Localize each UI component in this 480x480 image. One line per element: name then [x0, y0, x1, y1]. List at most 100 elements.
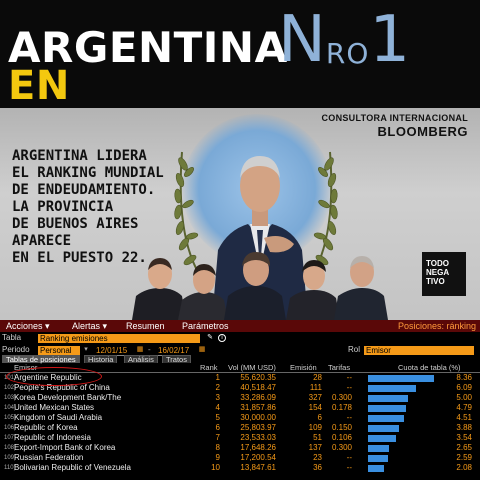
col-vol[interactable]: Vol (MM USD) [228, 363, 276, 372]
consultora-line1: CONSULTORA INTERNACIONAL [321, 113, 468, 123]
calendar-icon[interactable]: ▦ [198, 346, 206, 353]
rank-value: 4 [215, 403, 220, 412]
row-number: 102) [4, 385, 17, 391]
headline-argentina: ARGENTINA [8, 23, 288, 72]
officials-group-portrait [132, 252, 388, 320]
volume-value: 55,620.35 [240, 373, 276, 382]
terminal-menu-bar: Acciones ▾ Alertas ▾ Resumen Parámetros … [0, 320, 480, 332]
table-row[interactable]: 106) Republic of Korea 6 25,803.97 109 0… [0, 423, 480, 433]
emission-count: 36 [313, 463, 322, 472]
volume-value: 31,857.86 [240, 403, 276, 412]
lead-line: LA PROVINCIA [12, 199, 114, 215]
table-row[interactable]: 104) United Mexican States 4 31,857.86 1… [0, 403, 480, 413]
rank-value: 5 [215, 413, 220, 422]
issuer-name[interactable]: Republic of Indonesia [14, 433, 91, 442]
issuer-name[interactable]: United Mexican States [14, 403, 95, 412]
issuer-name[interactable]: Kingdom of Saudi Arabia [14, 413, 103, 422]
rol-field[interactable]: Emisor [364, 346, 474, 355]
row-number: 110) [4, 465, 16, 471]
issuer-name[interactable]: Bolivarian Republic of Venezuela [14, 463, 131, 472]
rank-value: 10 [211, 463, 220, 472]
tab-historia[interactable]: Historia [84, 355, 118, 364]
row-number: 107) [4, 435, 17, 441]
emission-count: 111 [309, 383, 322, 392]
fee-value: 0.150 [331, 423, 352, 432]
issuer-name[interactable]: Republic of Korea [14, 423, 78, 432]
share-bar [368, 464, 385, 472]
badge-line: TIVO [426, 277, 445, 286]
lead-line: ARGENTINA LIDERA [12, 148, 147, 164]
lead-line: DE ENDEUDAMIENTO. [12, 182, 156, 198]
fee-value: -- [346, 413, 352, 422]
table-row[interactable]: 107) Republic of Indonesia 7 23,533.03 5… [0, 433, 480, 443]
consultora-line2: BLOOMBERG [377, 124, 468, 139]
lead-line: DE BUENOS AIRES [12, 216, 139, 232]
emission-count: 137 [308, 443, 322, 452]
menu-parametros[interactable]: Parámetros [182, 321, 229, 331]
menu-alertas[interactable]: Alertas ▾ [72, 321, 108, 331]
share-percent: 2.65 [456, 443, 472, 452]
table-row[interactable]: 102) People's Republic of China 2 40,518… [0, 383, 480, 393]
issuer-name[interactable]: Export-Import Bank of Korea [14, 443, 116, 452]
lead-paragraph: ARGENTINA LIDERA EL RANKING MUNDIAL DE E… [12, 148, 212, 267]
tab-tablas-de-posiciones[interactable]: Tablas de posiciones [2, 355, 80, 364]
table-row[interactable]: 103) Korea Development Bank/The 3 33,286… [0, 393, 480, 403]
row-number: 106) [4, 425, 17, 431]
col-cuota[interactable]: Cuota de tabla (%) [398, 363, 461, 372]
todo-negativo-badge: TODO NEGA TIVO [422, 252, 466, 296]
share-percent: 2.08 [456, 463, 472, 472]
menu-acciones[interactable]: Acciones ▾ [6, 321, 50, 331]
row-number: 109) [4, 455, 17, 461]
table-row[interactable]: 110) Bolivarian Republic of Venezuela 10… [0, 463, 480, 473]
col-emisor[interactable]: Emisor [14, 363, 38, 372]
fee-value: 0.300 [331, 443, 352, 452]
table-row[interactable]: 105) Kingdom of Saudi Arabia 5 30,000.00… [0, 413, 480, 423]
calendar-icon[interactable]: ▦ [136, 346, 144, 353]
volume-value: 17,200.54 [240, 453, 276, 462]
info-icon[interactable]: i [218, 334, 226, 342]
emission-count: 109 [308, 423, 322, 432]
col-rank[interactable]: Rank [200, 363, 218, 372]
fee-value: -- [346, 463, 352, 472]
table-row[interactable]: 109) Russian Federation 9 17,200.54 23 -… [0, 453, 480, 463]
col-tarifas[interactable]: Tarifas [328, 363, 351, 372]
headline-banner: ARGENTINA NRO1 EN ENDEUDAMIENTO [0, 0, 480, 152]
dropdown-arrow-icon[interactable]: ▾ [84, 346, 88, 353]
volume-value: 25,803.97 [240, 423, 276, 432]
share-percent: 6.09 [456, 383, 472, 392]
lead-line: EN EL PUESTO 22. [12, 250, 147, 266]
edit-icon[interactable]: ✎ [207, 334, 213, 341]
periodo-label: Periodo [2, 345, 30, 354]
table-row[interactable]: 108) Export-Import Bank of Korea 8 17,64… [0, 443, 480, 453]
volume-value: 40,518.47 [240, 383, 276, 392]
issuer-name[interactable]: Russian Federation [14, 453, 84, 462]
emission-count: 51 [313, 433, 322, 442]
share-bar [368, 434, 396, 442]
fee-value: -- [346, 383, 352, 392]
menu-resumen[interactable]: Resumen [126, 321, 165, 331]
tabla-field[interactable]: Ranking emisiones [38, 334, 200, 343]
fee-value: -- [346, 373, 352, 382]
share-percent: 8.36 [456, 373, 472, 382]
tab-tratos[interactable]: Tratos [162, 355, 191, 364]
consultora-label: CONSULTORA INTERNACIONAL BLOOMBERG [321, 112, 468, 140]
issuer-name[interactable]: People's Republic of China [14, 383, 110, 392]
col-emision[interactable]: Emisión [290, 363, 317, 372]
rank-value: 9 [215, 453, 220, 462]
tab-analisis[interactable]: Análisis [124, 355, 158, 364]
rank-value: 6 [215, 423, 220, 432]
emission-count: 28 [313, 373, 322, 382]
lead-line: APARECE [12, 233, 72, 249]
issuer-name[interactable]: Korea Development Bank/The [14, 393, 122, 402]
periodo-field[interactable]: Personal [38, 346, 80, 355]
rank-value: 7 [215, 433, 220, 442]
share-percent: 3.54 [456, 433, 472, 442]
row-number: 103) [4, 395, 17, 401]
highlight-circle [6, 367, 102, 386]
emission-count: 154 [308, 403, 322, 412]
rank-value: 2 [215, 383, 220, 392]
poster-illustration: CONSULTORA INTERNACIONAL BLOOMBERG ARGEN… [0, 108, 480, 320]
laurel-wreath-left-icon [174, 151, 199, 273]
fee-value: 0.106 [331, 433, 352, 442]
